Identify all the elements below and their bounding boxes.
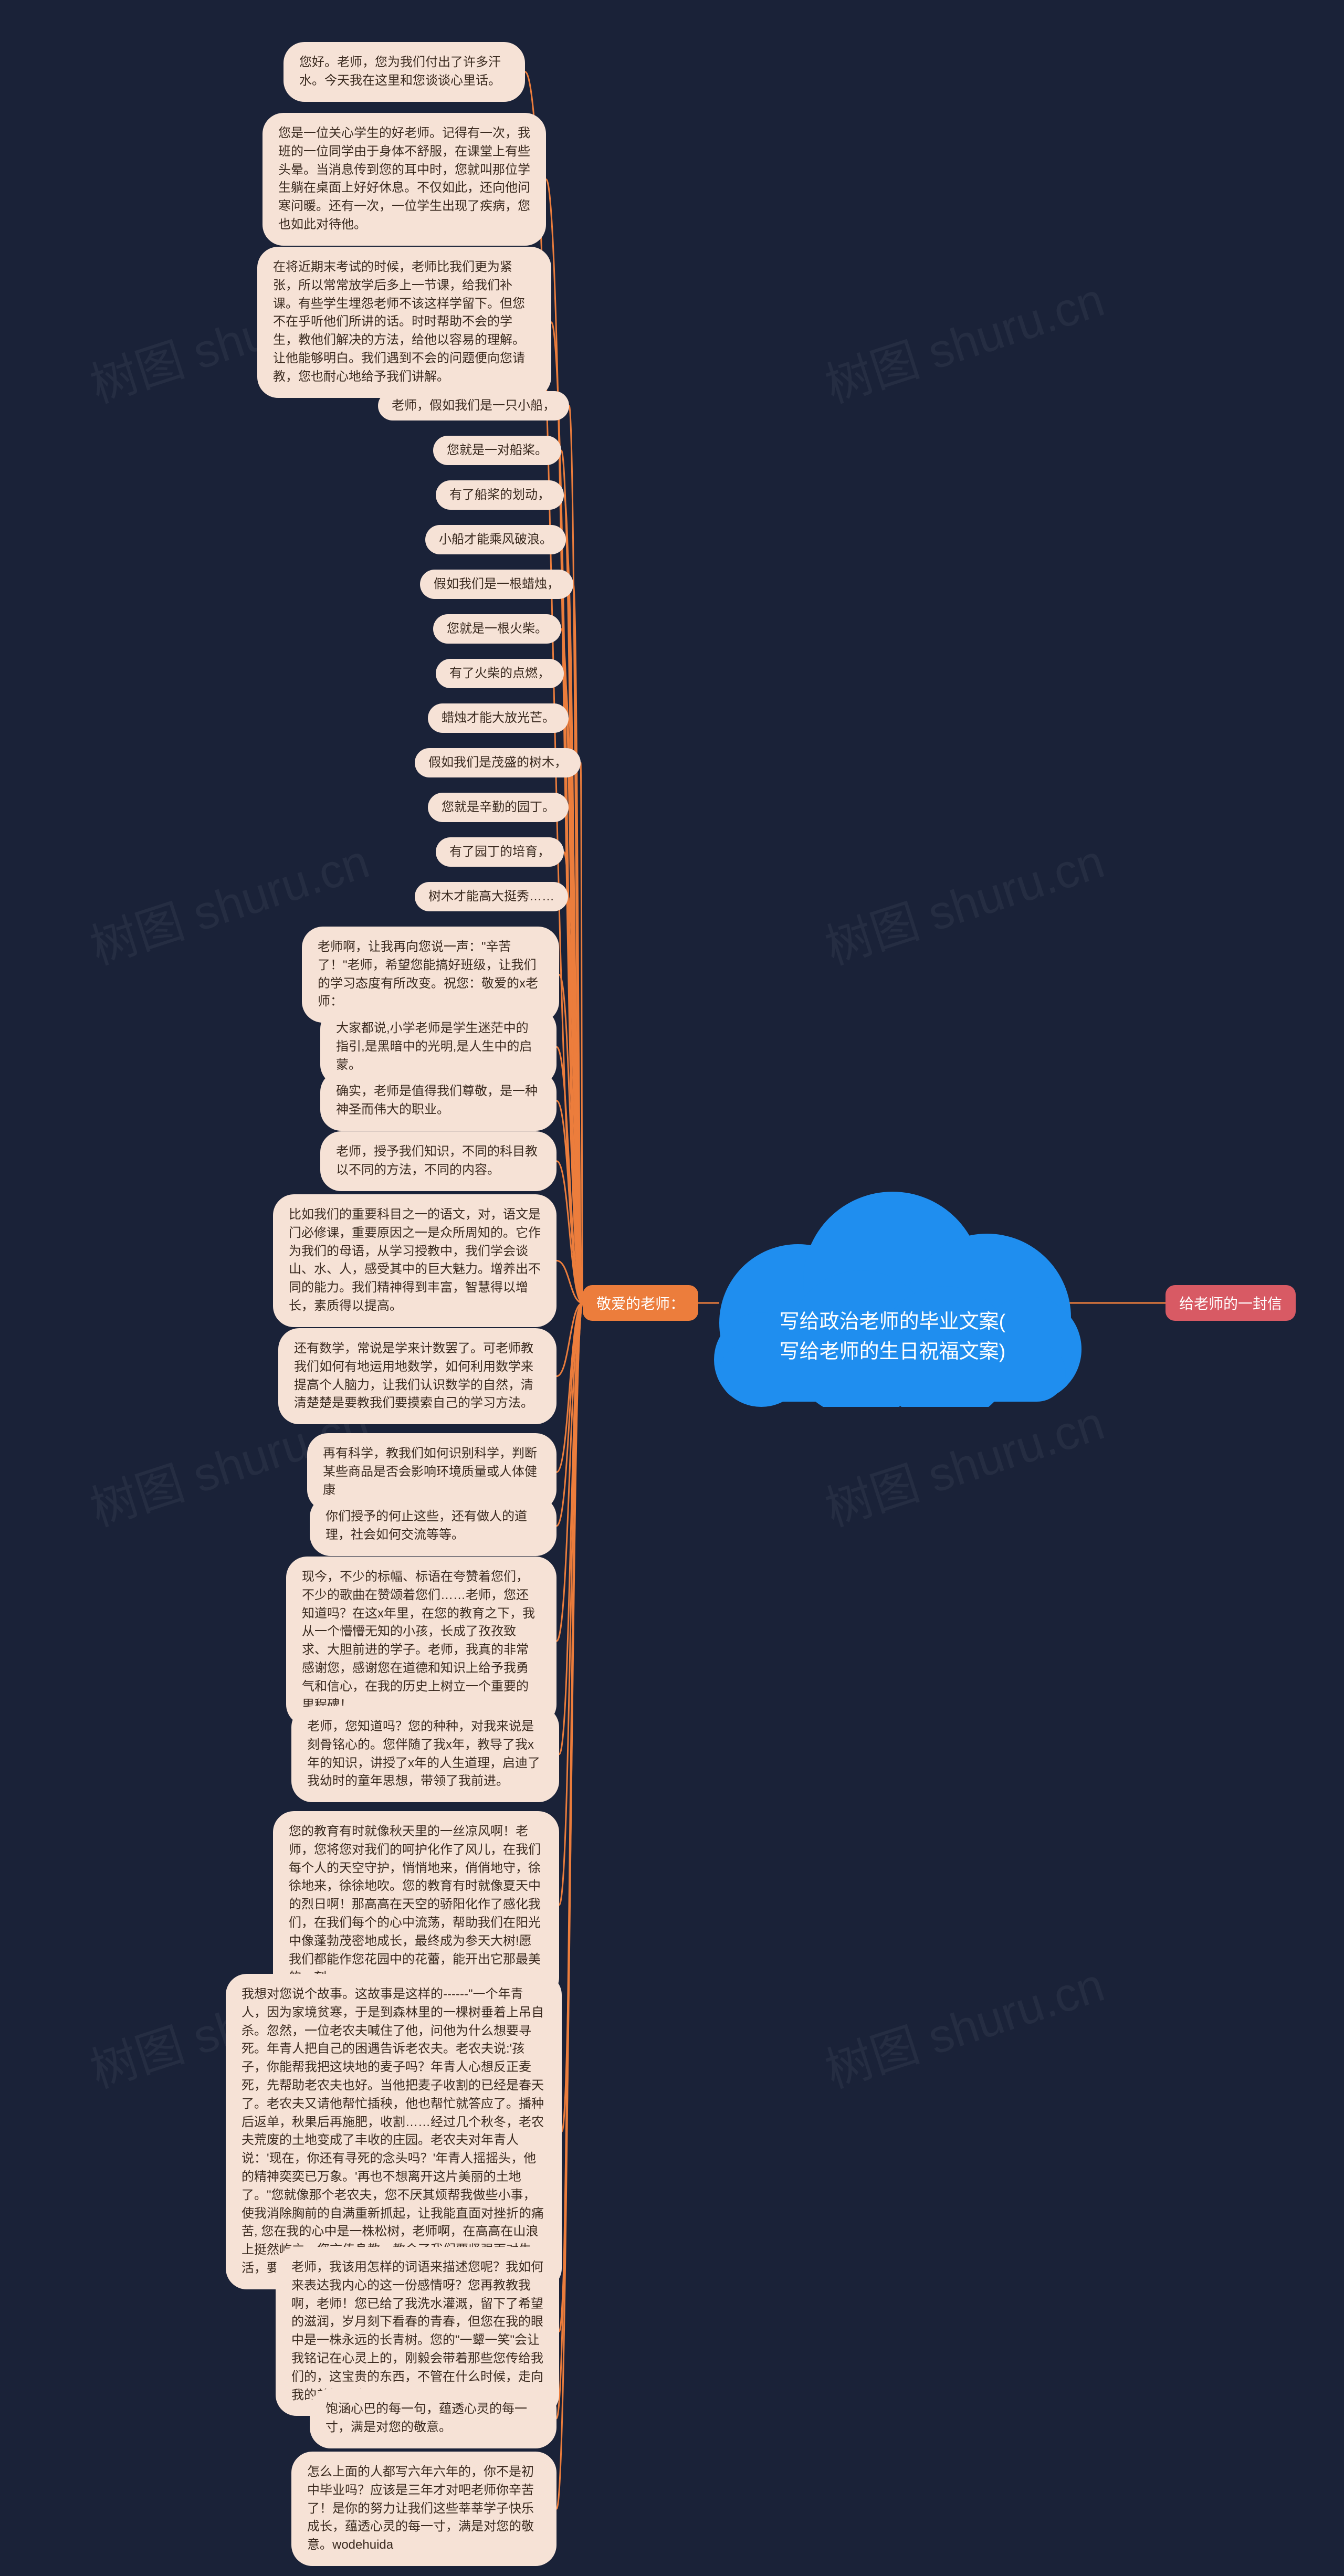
leaf-node: 还有数学，常说是学来计数罢了。可老师教我们如何有地运用地数学，如何利用数学来提高… bbox=[278, 1328, 556, 1424]
central-topic-title: 写给政治老师的毕业文案(写给老师的生日祝福文案) bbox=[704, 1307, 1082, 1367]
leaf-node: 您就是一对船桨。 bbox=[433, 436, 561, 465]
leaf-node: 比如我们的重要科目之一的语文，对，语文是门必修课，重要原因之一是众所周知的。它作… bbox=[273, 1194, 556, 1327]
leaf-node: 您的教育有时就像秋天里的一丝凉风啊！老师，您将您对我们的呵护化作了风儿，在我们每… bbox=[273, 1811, 559, 1999]
central-topic-cloud: 写给政治老师的毕业文案(写给老师的生日祝福文案) bbox=[704, 1186, 1082, 1407]
hub-node: 敬爱的老师： bbox=[583, 1285, 698, 1321]
leaf-node: 有了船桨的划动， bbox=[436, 480, 564, 510]
leaf-node: 你们授予的何止这些，还有做人的道理，社会如何交流等等。 bbox=[310, 1496, 556, 1556]
leaf-node: 确实，老师是值得我们尊敬，是一种神圣而伟大的职业。 bbox=[320, 1071, 556, 1131]
leaf-node: 老师，您知道吗？您的种种，对我来说是刻骨铭心的。您伴随了我x年，教导了我x年的知… bbox=[291, 1706, 559, 1802]
leaf-node: 您是一位关心学生的好老师。记得有一次，我班的一位同学由于身体不舒服，在课堂上有些… bbox=[262, 113, 546, 246]
right-node: 给老师的一封信 bbox=[1166, 1285, 1296, 1321]
leaf-node: 我想对您说个故事。这故事是这样的------"一个年青人，因为家境贫寒，于是到森… bbox=[226, 1974, 562, 2289]
leaf-node: 树木才能高大挺秀…… bbox=[415, 882, 568, 911]
leaf-node: 蜡烛才能大放光芒。 bbox=[428, 703, 569, 733]
leaf-node: 有了火柴的点燃， bbox=[436, 659, 564, 688]
leaf-node: 您就是辛勤的园丁。 bbox=[428, 793, 569, 822]
leaf-node: 老师，假如我们是一只小船， bbox=[378, 391, 569, 420]
leaf-node: 老师，授予我们知识，不同的科目教以不同的方法，不同的内容。 bbox=[320, 1131, 556, 1191]
leaf-node: 您就是一根火柴。 bbox=[433, 614, 561, 644]
leaf-node: 有了园丁的培育， bbox=[436, 837, 564, 867]
leaf-node: 饱涵心巴的每一句，蕴透心灵的每一寸，满是对您的敬意。 bbox=[310, 2389, 556, 2448]
leaf-node: 怎么上面的人都写六年六年的，你不是初中毕业吗？应该是三年才对吧老师你辛苦了！是你… bbox=[291, 2452, 556, 2566]
leaf-node: 现今，不少的标幅、标语在夸赞着您们，不少的歌曲在赞颂着您们……老师，您还知道吗？… bbox=[286, 1557, 556, 1726]
leaf-node: 假如我们是一根蜡烛， bbox=[420, 570, 573, 599]
leaf-node: 在将近期末考试的时候，老师比我们更为紧张，所以常常放学后多上一节课，给我们补课。… bbox=[257, 247, 551, 398]
leaf-node: 假如我们是茂盛的树木， bbox=[415, 748, 581, 777]
leaf-node: 小船才能乘风破浪。 bbox=[425, 525, 566, 554]
leaf-node: 您好。老师，您为我们付出了许多汗水。今天我在这里和您谈谈心里话。 bbox=[284, 42, 525, 102]
